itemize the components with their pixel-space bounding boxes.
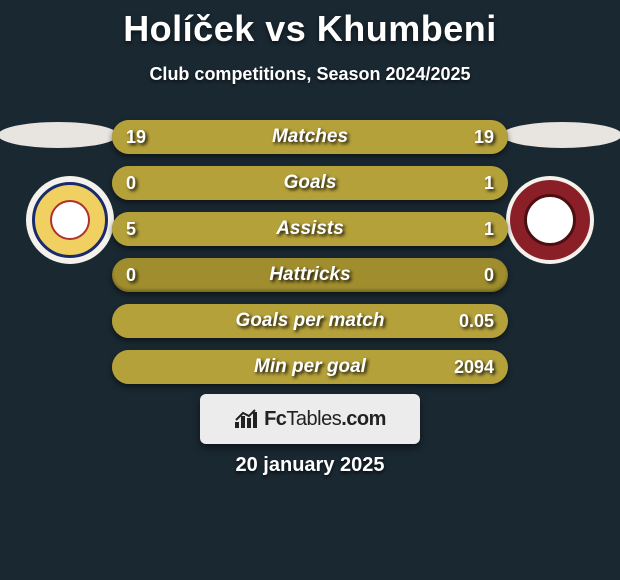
player-right-ellipse: [502, 122, 620, 148]
stat-value-right: 1: [484, 166, 494, 200]
stat-row-min-per-goal: Min per goal 2094: [112, 350, 508, 384]
stat-label: Goals: [112, 166, 508, 200]
stat-row-hattricks: 0 Hattricks 0: [112, 258, 508, 292]
branding-text: FcTables.com: [264, 408, 386, 431]
stat-row-matches: 19 Matches 19: [112, 120, 508, 154]
club-crest-left: [26, 176, 114, 264]
stat-label: Min per goal: [112, 350, 508, 384]
stat-value-right: 0.05: [459, 304, 494, 338]
stats-panel: 19 Matches 19 0 Goals 1 5 Assists 1 0 Ha…: [112, 120, 508, 396]
club-crest-right: [506, 176, 594, 264]
stat-row-assists: 5 Assists 1: [112, 212, 508, 246]
stat-row-goals: 0 Goals 1: [112, 166, 508, 200]
brand-suffix: .com: [341, 408, 386, 430]
stat-value-right: 1: [484, 212, 494, 246]
brand-main: Tables: [286, 408, 341, 430]
bar-chart-icon: [234, 408, 260, 430]
subtitle: Club competitions, Season 2024/2025: [0, 64, 620, 85]
player-left-ellipse: [0, 122, 118, 148]
page-title: Holíček vs Khumbeni: [0, 0, 620, 50]
stat-value-right: 19: [474, 120, 494, 154]
stat-label: Assists: [112, 212, 508, 246]
stat-row-goals-per-match: Goals per match 0.05: [112, 304, 508, 338]
stat-value-right: 0: [484, 258, 494, 292]
stat-value-right: 2094: [454, 350, 494, 384]
branding-badge: FcTables.com: [200, 394, 420, 444]
stat-label: Goals per match: [112, 304, 508, 338]
brand-prefix: Fc: [264, 408, 286, 430]
stat-label: Matches: [112, 120, 508, 154]
stat-label: Hattricks: [112, 258, 508, 292]
date-label: 20 january 2025: [0, 454, 620, 477]
